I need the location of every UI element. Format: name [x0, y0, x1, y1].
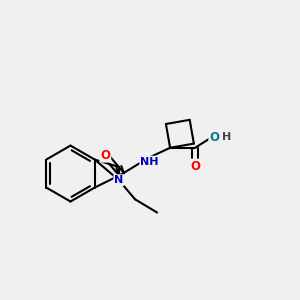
Text: O: O [209, 131, 219, 144]
Text: H: H [222, 133, 231, 142]
Text: O: O [190, 160, 200, 172]
Text: O: O [100, 149, 110, 162]
Text: NH: NH [140, 157, 159, 166]
Text: N: N [114, 175, 124, 185]
